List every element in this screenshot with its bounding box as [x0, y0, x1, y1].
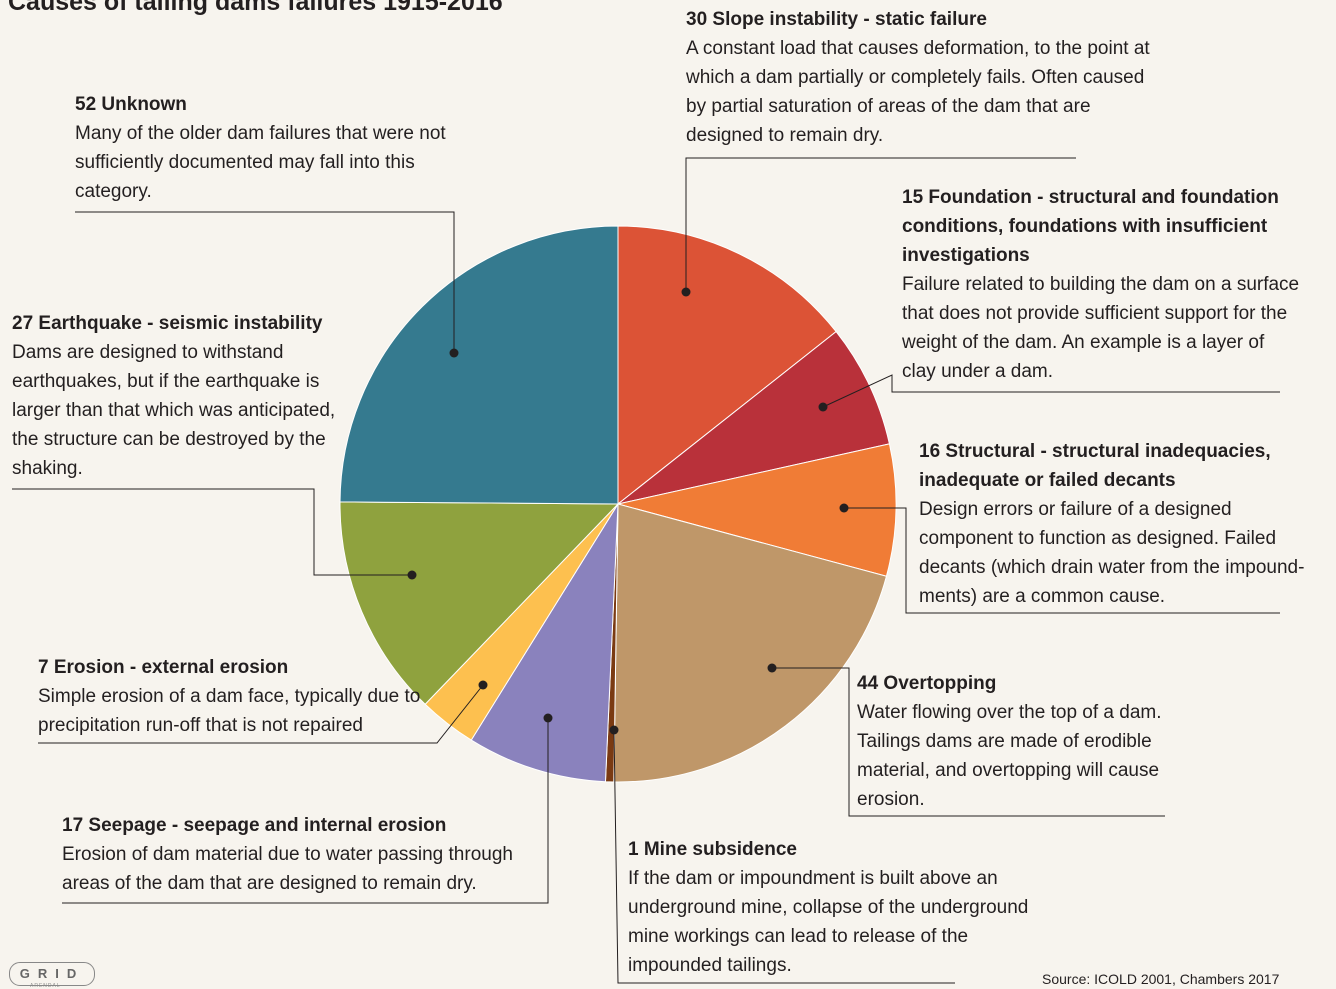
- slice-label: 30 Slope instability - static failure A c…: [686, 5, 1156, 150]
- slice-label: 27 Earthquake - seismic instability Dams …: [12, 309, 352, 483]
- category-label: Overtopping: [883, 673, 997, 694]
- category-label: Seepage - seepage and internal erosion: [88, 815, 447, 836]
- category-label: Slope instability - static failure: [712, 9, 987, 30]
- description: Simple erosion of a dam face, typically …: [38, 686, 421, 736]
- label-heading: 17 Seepage - seepage and internal erosio…: [62, 811, 542, 840]
- category-label: Erosion - external erosion: [53, 657, 289, 678]
- value-label: 17: [62, 815, 84, 836]
- description: Many of the older dam failures that were…: [75, 123, 446, 202]
- leader-line: [822, 374, 1280, 408]
- leader-dot: [767, 663, 777, 673]
- pie-slice: [617, 225, 837, 506]
- leader-line: [844, 507, 1280, 614]
- slice-label: 44 Overtopping Water flowing over the top…: [857, 669, 1177, 814]
- pie-slice: [339, 501, 620, 705]
- description: Failure related to building the dam on a…: [902, 274, 1300, 382]
- label-heading: 30 Slope instability - static failure: [686, 5, 1156, 34]
- logo: GRID: [9, 962, 95, 986]
- description: A constant load that causes deformation,…: [686, 38, 1150, 146]
- slice-label: 7 Erosion - external erosion Simple erosi…: [38, 653, 438, 740]
- leader-dot: [839, 503, 849, 513]
- slice-label: 16 Structural - structural inadequacies,…: [919, 437, 1329, 611]
- category-label: Earthquake - seismic instability: [38, 313, 323, 334]
- value-label: 44: [857, 673, 879, 694]
- label-heading: 52 Unknown: [75, 90, 465, 119]
- label-heading: 44 Overtopping: [857, 669, 1177, 698]
- label-heading: 27 Earthquake - seismic instability: [12, 309, 352, 338]
- pie-slice: [617, 330, 891, 505]
- leader-line: [38, 684, 484, 744]
- leader-dot: [449, 348, 459, 358]
- slice-label: 52 Unknown Many of the older dam failures…: [75, 90, 465, 206]
- label-heading: 7 Erosion - external erosion: [38, 653, 438, 682]
- leader-dot: [478, 680, 488, 690]
- description: Dams are designed to withstand earthquak…: [12, 342, 336, 479]
- leader-dot: [681, 287, 691, 297]
- pie-slice: [470, 502, 619, 783]
- category-label: Mine subsidence: [643, 839, 797, 860]
- value-label: 7: [38, 657, 49, 678]
- leader-line: [772, 667, 1165, 817]
- leader-dot: [818, 402, 828, 412]
- slice-label: 17 Seepage - seepage and internal erosio…: [62, 811, 542, 898]
- leader-line: [75, 211, 455, 353]
- leader-line: [685, 157, 1076, 292]
- slice-label: 15 Foundation - structural and foundatio…: [902, 183, 1302, 386]
- leader-dot: [543, 713, 553, 723]
- leader-dot: [609, 725, 619, 735]
- value-label: 30: [686, 9, 708, 30]
- slice-label: 1 Mine subsidence If the dam or impoundme…: [628, 835, 1048, 980]
- pie-slice: [617, 443, 897, 577]
- pie-slice: [339, 225, 619, 505]
- leader-dot: [407, 570, 417, 580]
- description: Erosion of dam material due to water pas…: [62, 844, 513, 894]
- label-heading: 16 Structural - structural inadequacies,…: [919, 437, 1329, 495]
- category-label: Foundation - structural and foundation c…: [902, 187, 1279, 266]
- source: Source: ICOLD 2001, Chambers 2017: [1042, 971, 1280, 987]
- value-label: 15: [902, 187, 924, 208]
- value-label: 1: [628, 839, 639, 860]
- leader-line: [62, 718, 549, 904]
- description: Water flowing over the top of a dam. Tai…: [857, 702, 1162, 810]
- description: Design errors or failure of a designed c…: [919, 499, 1305, 607]
- leader-line: [12, 488, 412, 576]
- value-label: 16: [919, 441, 941, 462]
- logo-subtitle: ARENDAL: [30, 983, 61, 989]
- value-label: 27: [12, 313, 34, 334]
- label-heading: 15 Foundation - structural and foundatio…: [902, 183, 1302, 270]
- label-heading: 1 Mine subsidence: [628, 835, 1048, 864]
- description: If the dam or impoundment is built above…: [628, 868, 1029, 976]
- value-label: 52: [75, 94, 97, 115]
- leader-line: [613, 729, 955, 984]
- chart-title: Causes of tailing dams failures 1915-201…: [8, 0, 503, 16]
- category-label: Structural - structural inadequacies, in…: [919, 441, 1271, 491]
- pie-slice: [613, 503, 888, 783]
- category-label: Unknown: [101, 94, 187, 115]
